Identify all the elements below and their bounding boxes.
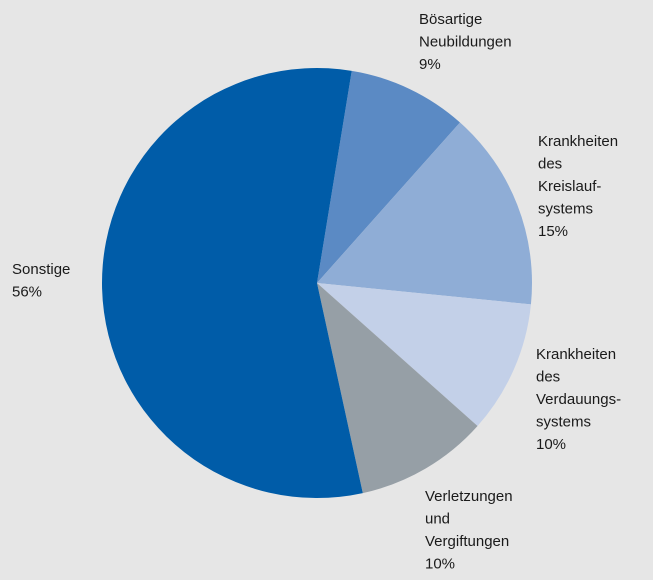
slice-label: Bösartige Neubildungen <box>419 11 512 51</box>
slice-label: Krankheiten des Kreislauf-systems <box>538 133 618 218</box>
pie-slice <box>102 68 363 498</box>
value-label: 9% <box>419 56 441 73</box>
value-label: 15% <box>538 223 568 240</box>
slice-label: Krankheiten des Verdauungs-systems <box>536 346 621 431</box>
slice-label: Sonstige <box>12 261 70 278</box>
value-label: 10% <box>536 436 566 453</box>
slice-label: Verletzungen und Vergiftungen <box>425 488 513 550</box>
value-label: 10% <box>425 555 455 572</box>
pie-slice <box>317 283 478 494</box>
pie-slice <box>317 70 461 283</box>
pie-slice <box>317 283 531 427</box>
pie-slice <box>317 122 533 305</box>
value-label: 56% <box>12 283 42 300</box>
